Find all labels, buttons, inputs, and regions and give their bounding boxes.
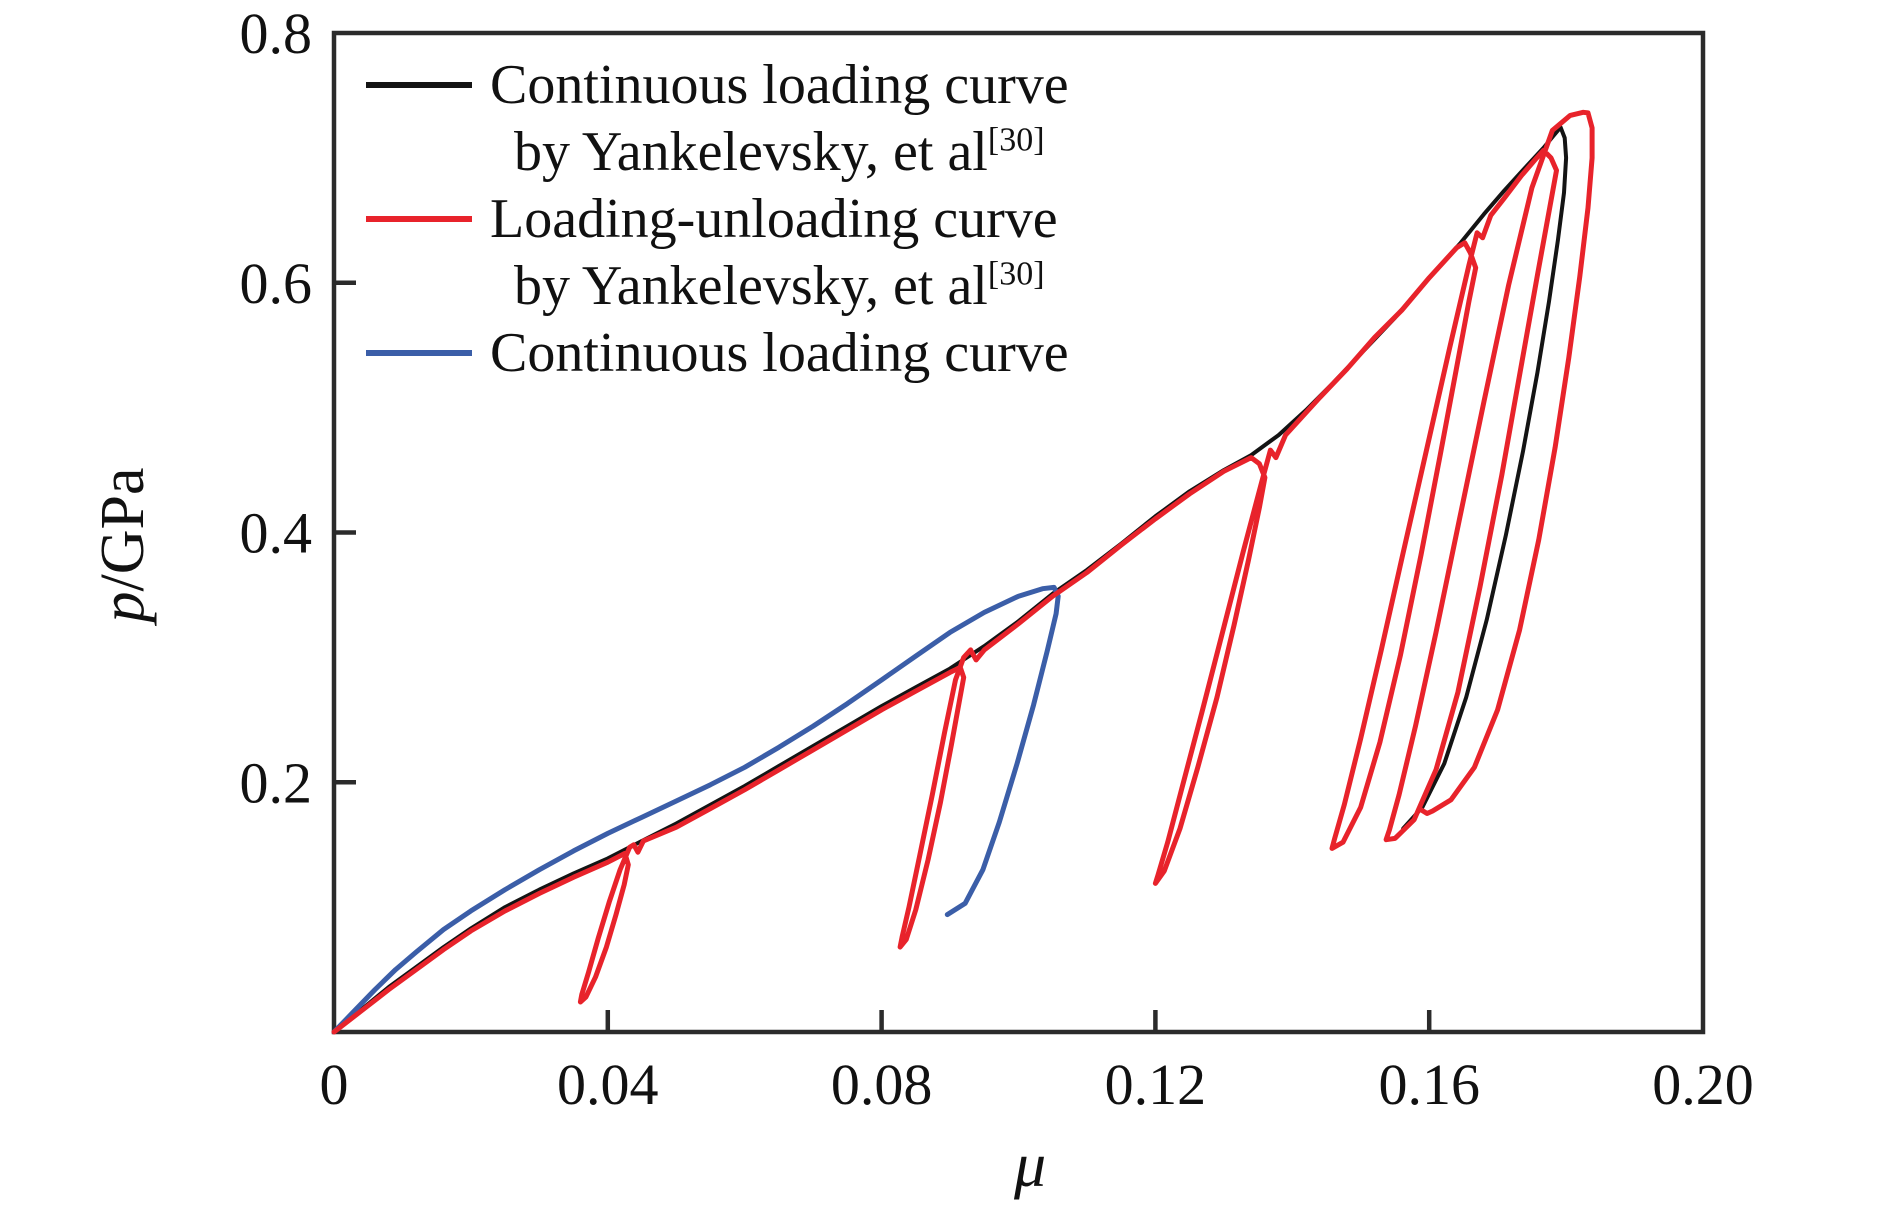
legend-label: Continuous loading curve [490,322,1069,384]
red-line-sample [366,216,472,222]
blue-line-sample [366,350,472,356]
legend-entry-black: Continuous loading curve [352,52,1069,119]
x-axis-title: μ [1013,1129,1047,1200]
legend-entry-red-line2: by Yankelevsky, et al[30] [352,253,1069,320]
x-tick-label: 0.12 [1105,1052,1207,1117]
black-line-sample [366,82,472,88]
y-axis-title-symbol: p [89,591,157,623]
y-axis-title: p/GPa [88,468,159,623]
y-axis-title-unit: /GPa [89,467,157,592]
x-tick-label: 0 [320,1052,349,1117]
legend-entry-red: Loading-unloading curve [352,186,1069,253]
citation-superscript: [30] [987,255,1045,293]
series-line-1 [331,584,1061,1035]
series-line-2 [331,109,1595,1035]
legend-entry-black-line2: by Yankelevsky, et al[30] [352,119,1069,186]
y-tick-label: 0.4 [240,501,313,566]
legend-label-continued: by Yankelevsky, et al[30] [514,255,1045,317]
legend-label-continued: by Yankelevsky, et al[30] [514,121,1045,183]
legend-label: Continuous loading curve [490,54,1069,116]
legend-label: Loading-unloading curve [490,188,1058,250]
y-tick-label: 0.2 [240,750,313,815]
x-tick-label: 0.04 [557,1052,659,1117]
x-tick-label: 0.16 [1378,1052,1480,1117]
legend-entry-blue: Continuous loading curve [352,320,1069,387]
citation-superscript: [30] [987,121,1045,159]
y-tick-label: 0.6 [240,251,313,316]
x-tick-label: 0.20 [1652,1052,1754,1117]
chart-legend: Continuous loading curve by Yankelevsky,… [352,52,1069,387]
y-tick-label: 0.8 [240,1,313,66]
x-tick-label: 0.08 [831,1052,933,1117]
